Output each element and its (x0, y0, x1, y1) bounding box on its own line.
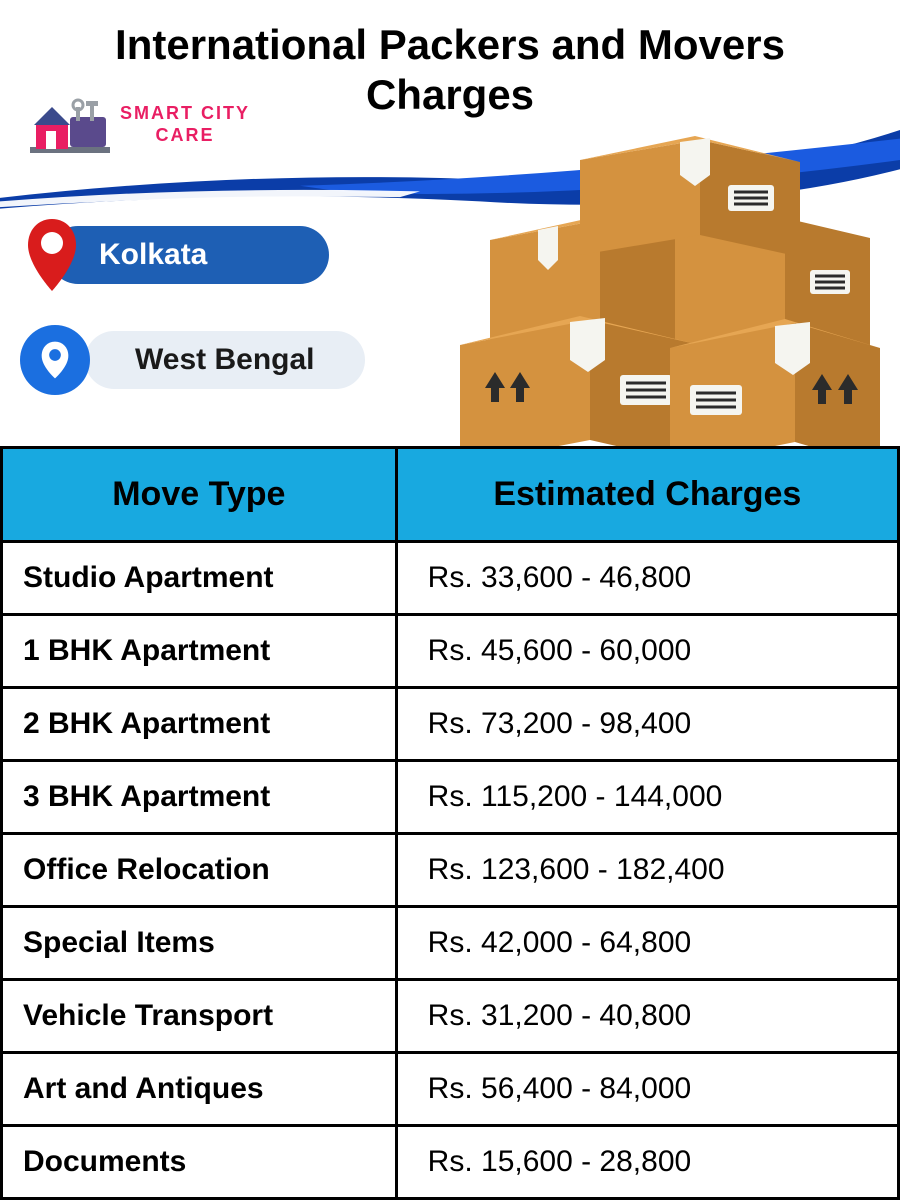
move-type-cell: Vehicle Transport (2, 980, 397, 1053)
charge-cell: Rs. 56,400 - 84,000 (396, 1053, 898, 1126)
table-row: 2 BHK Apartment Rs. 73,200 - 98,400 (2, 688, 899, 761)
table-row: Studio Apartment Rs. 33,600 - 46,800 (2, 542, 899, 615)
state-row: West Bengal (20, 325, 365, 395)
move-type-cell: 1 BHK Apartment (2, 615, 397, 688)
charge-cell: Rs. 45,600 - 60,000 (396, 615, 898, 688)
move-type-cell: Office Relocation (2, 834, 397, 907)
location-pills: Kolkata West Bengal (20, 215, 365, 395)
table-row: Office Relocation Rs. 123,600 - 182,400 (2, 834, 899, 907)
move-type-cell: Documents (2, 1126, 397, 1199)
state-pill: West Bengal (85, 331, 365, 389)
move-type-cell: 2 BHK Apartment (2, 688, 397, 761)
charge-cell: Rs. 33,600 - 46,800 (396, 542, 898, 615)
table-row: 1 BHK Apartment Rs. 45,600 - 60,000 (2, 615, 899, 688)
charge-cell: Rs. 123,600 - 182,400 (396, 834, 898, 907)
map-pin-circle-icon (20, 325, 90, 395)
move-type-cell: 3 BHK Apartment (2, 761, 397, 834)
city-pill: Kolkata (49, 226, 329, 284)
table-row: Special Items Rs. 42,000 - 64,800 (2, 907, 899, 980)
boxes-illustration (450, 120, 880, 450)
logo-text-line1: SMART CITY (120, 103, 250, 125)
charge-cell: Rs. 31,200 - 40,800 (396, 980, 898, 1053)
table-row: Vehicle Transport Rs. 31,200 - 40,800 (2, 980, 899, 1053)
move-type-cell: Art and Antiques (2, 1053, 397, 1126)
charge-cell: Rs. 15,600 - 28,800 (396, 1126, 898, 1199)
col-header-move-type: Move Type (2, 448, 397, 542)
move-type-cell: Special Items (2, 907, 397, 980)
city-row: Kolkata (20, 215, 365, 295)
table-row: 3 BHK Apartment Rs. 115,200 - 144,000 (2, 761, 899, 834)
pricing-table: Move Type Estimated Charges Studio Apart… (0, 446, 900, 1200)
charge-cell: Rs. 73,200 - 98,400 (396, 688, 898, 761)
move-type-cell: Studio Apartment (2, 542, 397, 615)
table-row: Art and Antiques Rs. 56,400 - 84,000 (2, 1053, 899, 1126)
table-header-row: Move Type Estimated Charges (2, 448, 899, 542)
charge-cell: Rs. 115,200 - 144,000 (396, 761, 898, 834)
col-header-charges: Estimated Charges (396, 448, 898, 542)
charge-cell: Rs. 42,000 - 64,800 (396, 907, 898, 980)
map-pin-icon (20, 215, 84, 295)
table-row: Documents Rs. 15,600 - 28,800 (2, 1126, 899, 1199)
